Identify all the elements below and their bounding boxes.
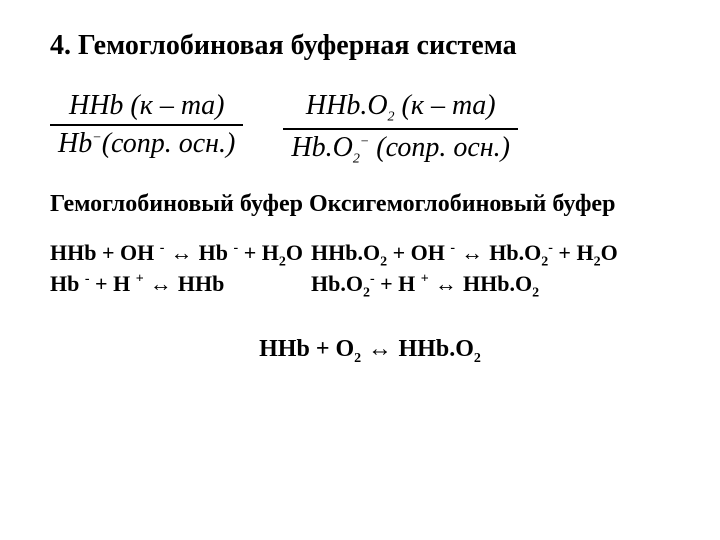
t: + [375, 271, 399, 296]
equations-left-col: HHb + OH - ↔ Hb - + H2O Hb - + H + ↔ HHb [50, 240, 303, 301]
t: HHb.O [463, 271, 532, 296]
t: + [553, 240, 577, 265]
arrow-icon: ↔ [455, 240, 489, 265]
label-right: Оксигемоглобиновый буфер [309, 191, 615, 218]
t: OH [411, 240, 445, 265]
den2-sup: − [360, 134, 369, 149]
num-post: (к – mа) [395, 90, 496, 121]
t: HHb.O [311, 240, 380, 265]
t: HHb [50, 240, 96, 265]
arrow-icon: ↔ [164, 240, 198, 265]
t: 2 [541, 255, 548, 270]
slide-page: 4. Гемоглобиновая буферная система HHb (… [0, 0, 720, 387]
den2-post: (сопр. осн.) [369, 132, 510, 163]
t: + [136, 271, 144, 286]
num-sub: 2 [388, 110, 395, 125]
t: HHb [178, 271, 224, 296]
t: Hb [50, 271, 79, 296]
t: HHb [259, 336, 310, 362]
t: + [90, 271, 114, 296]
formula-right-denominator: Hb.O2− (сопр. осн.) [283, 130, 518, 168]
t: H [576, 240, 593, 265]
equations-row: HHb + OH - ↔ Hb - + H2O Hb - + H + ↔ HHb… [50, 240, 690, 301]
formula-right-numerator: HHb.O2 (к – mа) [283, 90, 518, 130]
formulas-row: HHb (к – mа) Hb−(сопр. осн.) HHb.O2 (к –… [50, 90, 690, 167]
t: O [286, 240, 303, 265]
t: H [113, 271, 130, 296]
eq-left-1: HHb + OH - ↔ Hb - + H2O [50, 240, 303, 270]
sub-labels-row: Гемоглобиновый буфер Оксигемоглобиновый … [50, 191, 690, 218]
t: H [398, 271, 415, 296]
eq-right-1: HHb.O2 + OH - ↔ Hb.O2- + H2O [311, 240, 618, 270]
formula-left-numerator: HHb (к – mа) [50, 90, 243, 126]
t: O [601, 240, 618, 265]
den2-sub: 2 [353, 151, 360, 166]
equations-right-col: HHb.O2 + OH - ↔ Hb.O2- + H2O Hb.O2- + H … [311, 240, 618, 301]
den-sup: − [92, 131, 101, 146]
t: HHb.O [399, 336, 474, 362]
t: 2 [594, 255, 601, 270]
den-pre: Hb [58, 128, 92, 159]
formula-left-denominator: Hb−(сопр. осн.) [50, 126, 243, 160]
t: Hb.O [489, 240, 541, 265]
equation-final: HHb + O2 ↔ HHb.O2 [50, 335, 690, 367]
arrow-icon: ↔ [144, 271, 178, 296]
den2-pre: Hb.O [291, 132, 352, 163]
t: 2 [474, 351, 481, 366]
formula-right: HHb.O2 (к – mа) Hb.O2− (сопр. осн.) [283, 90, 518, 167]
t: Hb [199, 240, 228, 265]
t: 2 [380, 255, 387, 270]
t: H [262, 240, 279, 265]
t: + [238, 240, 262, 265]
t: 2 [279, 255, 286, 270]
t: O [336, 336, 355, 362]
eq-right-2: Hb.O2- + H + ↔ HHb.O2 [311, 271, 618, 301]
t: Hb.O [311, 271, 363, 296]
t: 2 [363, 285, 370, 300]
t: 2 [532, 285, 539, 300]
num-pre: HHb.O [306, 90, 388, 121]
eq-left-2: Hb - + H + ↔ HHb [50, 271, 303, 297]
t: + [96, 240, 120, 265]
t: OH [120, 240, 154, 265]
t: + [310, 336, 336, 362]
formula-left: HHb (к – mа) Hb−(сопр. осн.) [50, 90, 243, 167]
label-left: Гемоглобиновый буфер [50, 191, 303, 218]
den-post: (сопр. осн.) [102, 128, 236, 159]
page-title: 4. Гемоглобиновая буферная система [50, 30, 690, 62]
arrow-icon: ↔ [429, 271, 463, 296]
arrow-icon: ↔ [361, 335, 398, 362]
t: + [421, 271, 429, 286]
t: + [387, 240, 411, 265]
